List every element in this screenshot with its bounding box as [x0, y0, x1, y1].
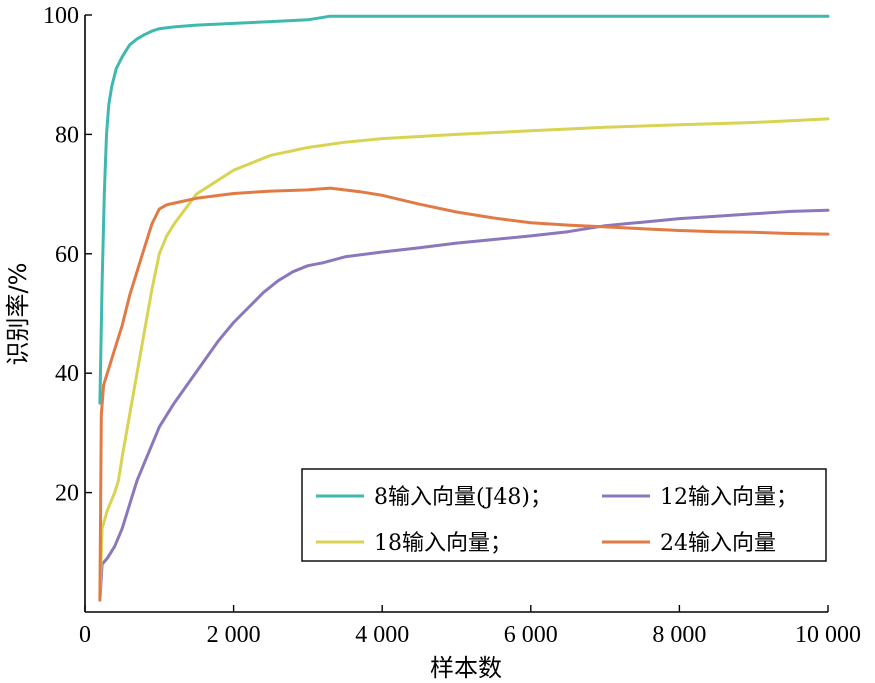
y-tick-label: 20	[55, 481, 79, 507]
y-tick-label: 80	[55, 122, 79, 148]
x-tick-label: 2 000	[207, 622, 261, 648]
series-layer	[98, 14, 830, 602]
tick-layer: 0 2 000 4 000 6 000 8 000 10 000 20 40 60 80 100	[43, 3, 861, 648]
legend-label-2: 12输入向量；	[660, 485, 798, 510]
axes	[84, 15, 828, 613]
series-line-3	[98, 117, 830, 602]
series-line-1	[98, 14, 830, 405]
x-tick-label: 0	[79, 622, 91, 648]
x-tick-label: 6 000	[504, 622, 558, 648]
series-line-4	[98, 186, 830, 602]
x-tick-label: 10 000	[795, 622, 861, 648]
legend: 8输入向量(J48)； 12输入向量； 18输入向量； 24输入向量	[301, 468, 827, 562]
x-tick-label: 4 000	[355, 622, 409, 648]
x-tick-label: 8 000	[652, 622, 706, 648]
legend-box	[301, 468, 827, 562]
y-tick-label: 100	[43, 3, 79, 29]
series-line-2	[98, 208, 830, 602]
y-tick-label: 60	[55, 242, 79, 268]
x-axis-title: 样本数	[430, 654, 502, 682]
y-tick-label: 40	[55, 361, 79, 387]
legend-label-3: 18输入向量；	[374, 531, 512, 556]
legend-label-4: 24输入向量	[660, 531, 776, 556]
legend-label-1: 8输入向量(J48)；	[374, 485, 552, 510]
y-axis-title: 识别率/%	[4, 263, 32, 366]
